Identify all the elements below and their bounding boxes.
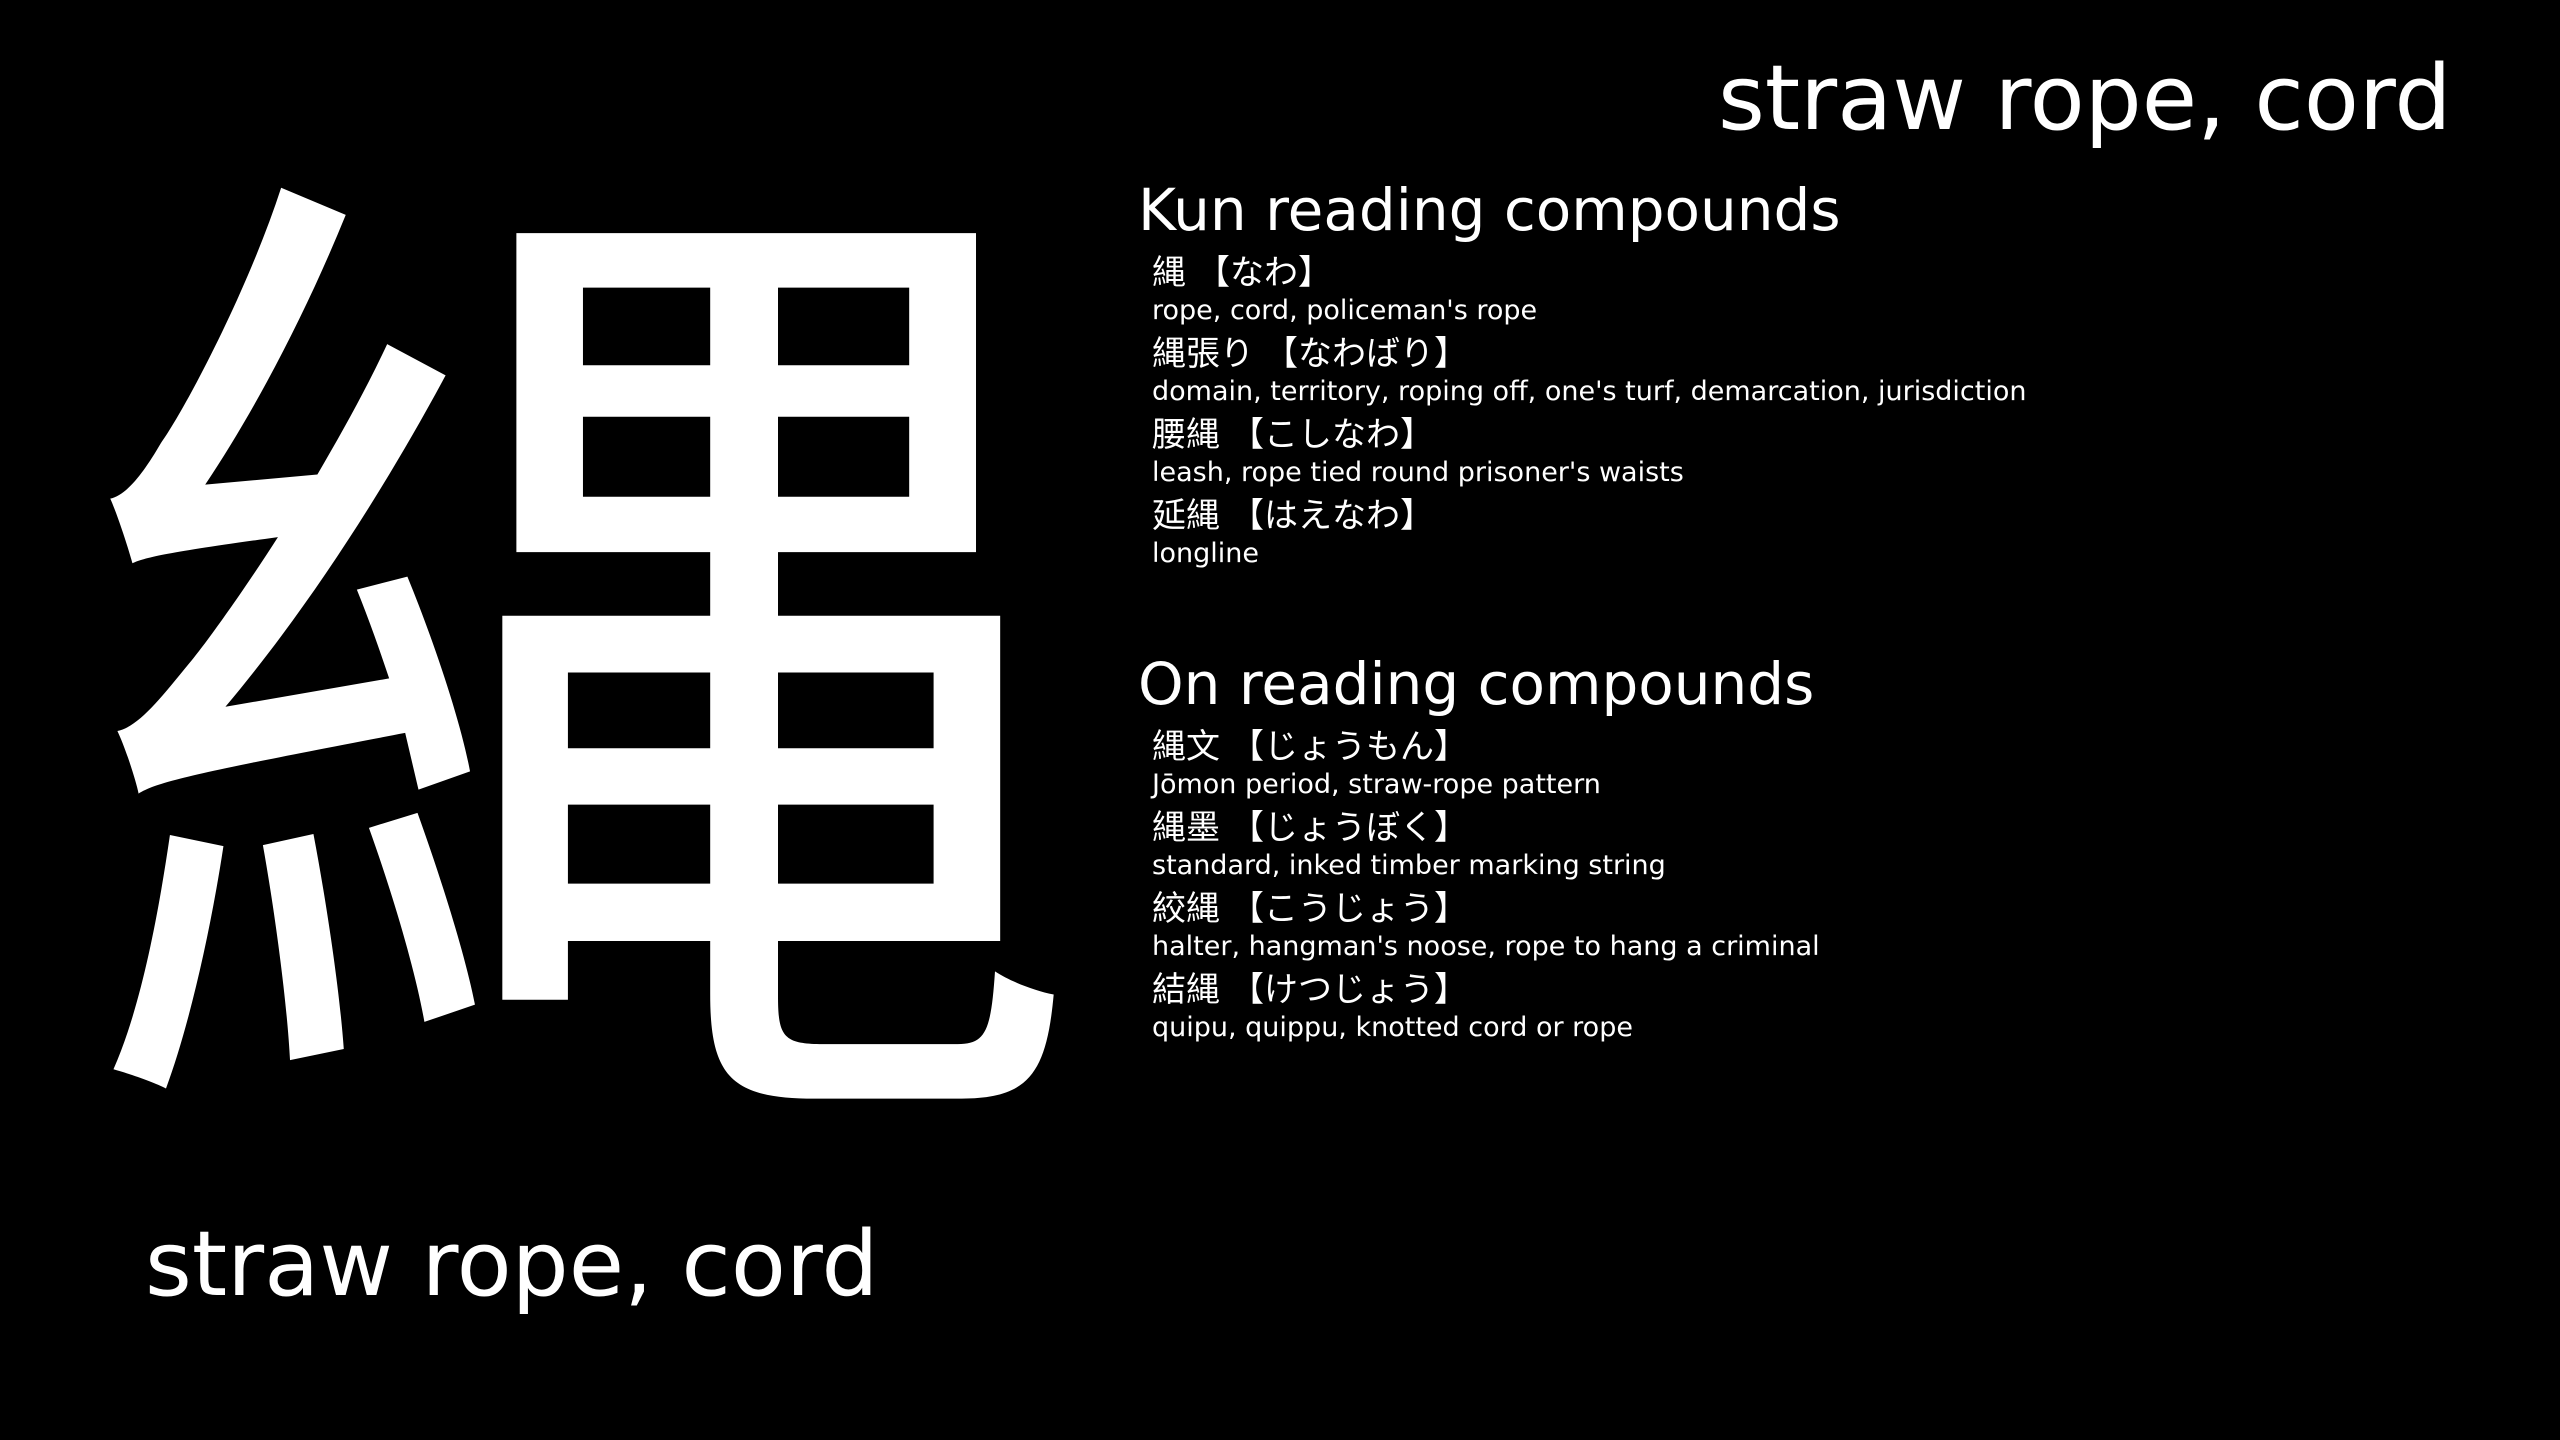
- compound-reading: 【じょうもん】: [1230, 727, 1468, 767]
- compound-gloss: longline: [1152, 538, 1259, 569]
- compound-word-line: 縄文 【じょうもん】: [1152, 724, 2518, 770]
- on-section-title: On reading compounds: [1138, 650, 1815, 718]
- compound-word-line: 縄墨 【じょうぼく】: [1152, 805, 2518, 851]
- compound-word: 縄: [1152, 253, 1186, 293]
- kun-reading-section: Kun reading compounds 縄【なわ】 rope, cord, …: [1138, 170, 2518, 574]
- compound-reading: 【けつじょう】: [1230, 970, 1468, 1010]
- compound-word-line: 結縄 【けつじょう】: [1152, 967, 2518, 1013]
- compound-entry: 結縄 【けつじょう】 quipu, quippu, knotted cord or…: [1152, 967, 2518, 1048]
- compound-word-line: 腰縄 【こしなわ】: [1152, 412, 2518, 458]
- compound-reading: 【こしなわ】: [1230, 415, 1434, 455]
- compound-reading: 【なわばり】: [1264, 334, 1468, 374]
- compound-word-line: 縄【なわ】: [1152, 250, 2518, 296]
- compound-entry: 縄張り 【なわばり】 domain, territory, roping off,…: [1152, 331, 2518, 412]
- compound-word: 縄墨: [1152, 808, 1220, 848]
- on-reading-section: On reading compounds 縄文 【じょうもん】 Jōmon per…: [1138, 644, 2518, 1048]
- compound-word-line: 絞縄 【こうじょう】: [1152, 886, 2518, 932]
- compound-gloss: Jōmon period, straw-rope pattern: [1152, 769, 1601, 800]
- compound-gloss: rope, cord, policeman's rope: [1152, 295, 1538, 326]
- compound-reading: 【じょうぼく】: [1230, 808, 1468, 848]
- compound-entry: 絞縄 【こうじょう】 halter, hangman's noose, rope …: [1152, 886, 2518, 967]
- compound-word: 結縄: [1152, 970, 1220, 1010]
- compound-entry: 縄墨 【じょうぼく】 standard, inked timber marking…: [1152, 805, 2518, 886]
- compound-word-line: 延縄 【はえなわ】: [1152, 493, 2518, 539]
- compound-word: 延縄: [1152, 496, 1220, 536]
- meaning-heading: straw rope, cord: [1718, 46, 2452, 151]
- compound-entry: 腰縄 【こしなわ】 leash, rope tied round prisoner…: [1152, 412, 2518, 493]
- compound-reading: 【なわ】: [1196, 253, 1332, 293]
- main-kanji: 縄: [75, 97, 1085, 1273]
- compound-gloss: leash, rope tied round prisoner's waists: [1152, 457, 1684, 488]
- compound-reading: 【こうじょう】: [1230, 889, 1468, 929]
- compound-entry: 延縄 【はえなわ】 longline: [1152, 493, 2518, 574]
- compound-word: 腰縄: [1152, 415, 1220, 455]
- compound-entry: 縄【なわ】 rope, cord, policeman's rope: [1152, 250, 2518, 331]
- compound-word: 縄張り: [1152, 334, 1254, 374]
- compound-gloss: domain, territory, roping off, one's tur…: [1152, 376, 2027, 407]
- compound-word: 絞縄: [1152, 889, 1220, 929]
- kun-section-title: Kun reading compounds: [1138, 176, 1841, 244]
- compound-word-line: 縄張り 【なわばり】: [1152, 331, 2518, 377]
- compound-gloss: quipu, quippu, knotted cord or rope: [1152, 1012, 1633, 1043]
- compound-gloss: standard, inked timber marking string: [1152, 850, 1666, 881]
- compound-reading: 【はえなわ】: [1230, 496, 1434, 536]
- compound-gloss: halter, hangman's noose, rope to hang a …: [1152, 931, 1820, 962]
- compound-word: 縄文: [1152, 727, 1220, 767]
- meaning-caption: straw rope, cord: [145, 1212, 879, 1317]
- compound-entry: 縄文 【じょうもん】 Jōmon period, straw-rope patte…: [1152, 724, 2518, 805]
